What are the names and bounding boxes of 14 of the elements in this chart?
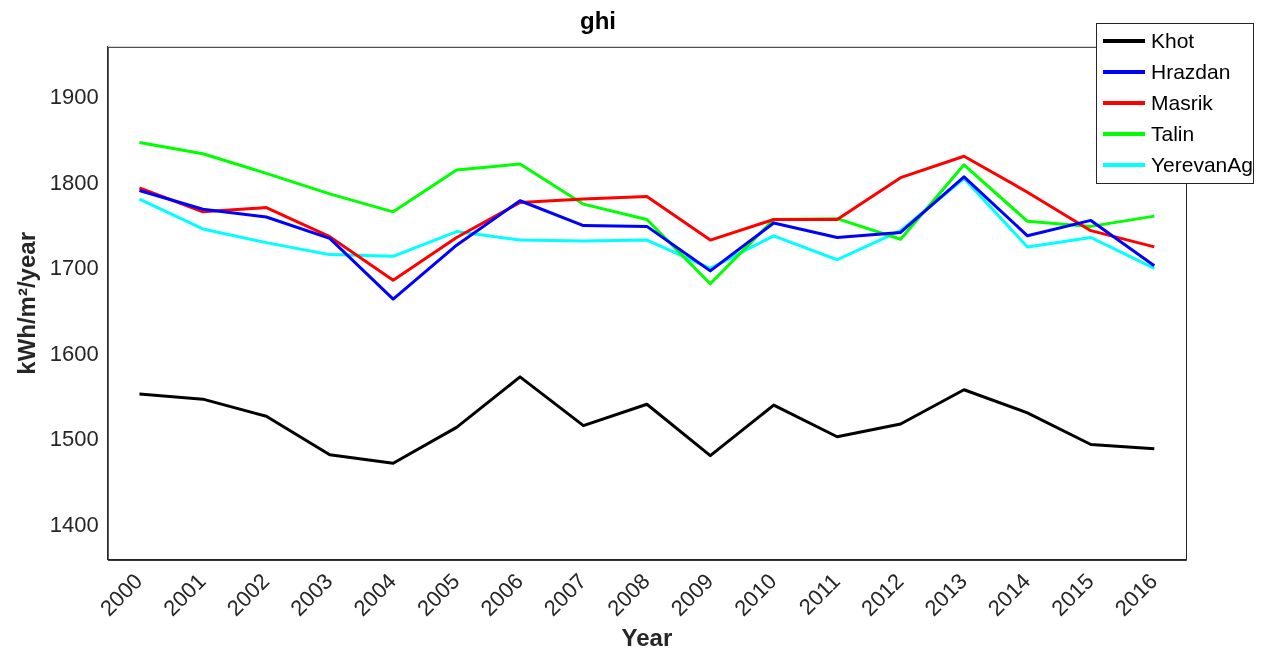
x-axis-title: Year bbox=[621, 624, 673, 652]
y-tick-label: 1800 bbox=[49, 169, 99, 195]
y-tick-label: 1600 bbox=[49, 340, 99, 366]
legend-label: YerevanAg bbox=[1151, 153, 1253, 178]
chart-title: ghi bbox=[580, 7, 616, 35]
legend-label: Talin bbox=[1151, 122, 1195, 147]
y-tick-label: 1700 bbox=[49, 255, 99, 281]
y-tick-label: 1900 bbox=[49, 84, 99, 110]
legend-label: Hrazdan bbox=[1151, 60, 1231, 85]
y-tick-label: 1400 bbox=[49, 511, 99, 537]
y-tick-label: 1500 bbox=[49, 426, 99, 452]
legend-label: Khot bbox=[1151, 29, 1195, 54]
y-axis-title: kWh/m²/year bbox=[13, 232, 41, 375]
legend-label: Masrik bbox=[1151, 91, 1213, 116]
